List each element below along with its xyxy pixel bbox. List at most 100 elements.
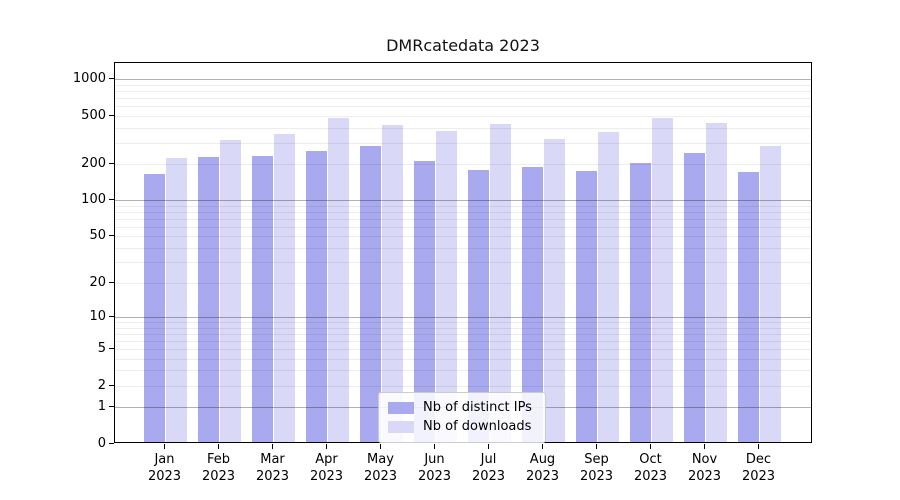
gridline-y-200 [115,163,811,165]
chart-title: DMRcatedata 2023 [386,36,540,55]
x-tick-mark [164,444,165,449]
gridline-y-40 [115,247,811,249]
x-tick-label-feb: Feb 2023 [201,452,236,484]
y-tick-label-200: 200 [81,155,106,171]
bar-distinct-ips-dec [738,171,759,442]
bar-distinct-ips-may [360,145,381,442]
bar-distinct-ips-aug [522,166,543,442]
gridline-y-6 [115,340,811,342]
gridline-y-900 [115,84,811,86]
x-tick-mark [380,444,381,449]
y-tick-mark [109,114,114,116]
gridline-y-300 [115,142,811,144]
gridline-y-7 [115,333,811,335]
legend: Nb of distinct IPs Nb of downloads [378,392,546,443]
gridline-y-600 [115,106,811,108]
bar-distinct-ips-apr [306,150,327,442]
x-tick-label-jul: Jul 2023 [471,452,506,484]
bar-downloads-dec [759,145,781,442]
x-tick-label-may: May 2023 [363,452,398,484]
gridline-y-80 [115,211,811,213]
x-tick-label-jun: Jun 2023 [417,452,452,484]
y-tick-label-100: 100 [81,192,106,208]
x-tick-label-apr: Apr 2023 [309,452,344,484]
bar-downloads-jul [489,123,511,442]
gridline-y-2 [115,385,811,387]
legend-label: Nb of downloads [423,419,532,434]
gridline-y-8 [115,327,811,329]
x-tick-label-mar: Mar 2023 [255,452,290,484]
gridline-y-50 [115,236,811,238]
y-tick-mark [109,282,114,283]
gridline-y-100 [115,200,811,202]
y-tick-label-0: 0 [97,435,106,451]
y-tick-label-10: 10 [89,309,106,325]
legend-label: Nb of distinct IPs [423,400,532,415]
bar-downloads-aug [543,138,565,442]
plot-area: Nb of distinct IPs Nb of downloads [114,62,812,443]
x-tick-mark [272,444,273,449]
gridline-y-800 [115,91,811,93]
x-tick-mark [650,444,651,449]
x-tick-label-jan: Jan 2023 [147,452,182,484]
gridline-y-30 [115,262,811,264]
bar-downloads-may [381,124,403,442]
bar-distinct-ips-jul [468,169,489,442]
bar-distinct-ips-feb [198,156,219,442]
gridline-y-400 [115,127,811,129]
gridline-y-10 [115,317,811,319]
bar-downloads-jun [435,130,457,442]
bar-distinct-ips-jun [414,160,435,442]
gridline-y-5 [115,349,811,351]
legend-swatch-downloads [388,420,414,433]
gridline-y-60 [115,226,811,228]
y-tick-mark [109,405,114,407]
x-tick-label-dec: Dec 2023 [741,452,776,484]
x-tick-mark [758,444,759,449]
gridline-y-90 [115,205,811,207]
legend-swatch-distinct-ips [388,401,414,414]
y-tick-label-500: 500 [81,107,106,123]
y-tick-mark [109,442,114,444]
x-tick-label-aug: Aug 2023 [525,452,560,484]
bar-downloads-sep [597,131,619,442]
gridline-y-20 [115,283,811,284]
bar-distinct-ips-jan [144,173,165,442]
bar-downloads-jan [165,157,187,442]
y-tick-label-2: 2 [97,377,106,393]
legend-entry: Nb of distinct IPs [388,398,535,417]
bar-downloads-apr [327,117,349,442]
x-tick-mark [218,444,219,449]
y-tick-label-5: 5 [97,341,106,357]
gridline-y-4 [115,358,811,360]
bar-distinct-ips-nov [684,152,705,442]
gridline-y-1000 [115,79,811,81]
y-tick-mark [109,199,114,201]
y-tick-label-50: 50 [89,228,106,244]
x-tick-mark [326,444,327,449]
bar-downloads-oct [651,118,673,442]
bar-downloads-nov [705,123,727,442]
x-tick-label-oct: Oct 2023 [633,452,668,484]
gridline-y-3 [115,370,811,372]
bar-distinct-ips-sep [576,170,597,442]
gridline-y-9 [115,322,811,324]
gridline-y-500 [115,115,811,117]
y-tick-label-20: 20 [89,275,106,290]
x-tick-mark [596,444,597,449]
bar-distinct-ips-mar [252,155,273,442]
x-tick-label-nov: Nov 2023 [687,452,722,484]
y-tick-mark [109,235,114,237]
y-tick-label-1: 1 [97,398,106,414]
x-tick-mark [488,444,489,449]
y-tick-mark [109,348,114,350]
x-tick-mark [542,444,543,449]
x-tick-mark [434,444,435,449]
gridline-y-70 [115,218,811,220]
y-tick-mark [109,384,114,386]
bar-distinct-ips-oct [630,162,651,442]
x-tick-label-sep: Sep 2023 [579,452,614,484]
bar-downloads-mar [273,133,295,442]
y-tick-mark [109,78,114,80]
